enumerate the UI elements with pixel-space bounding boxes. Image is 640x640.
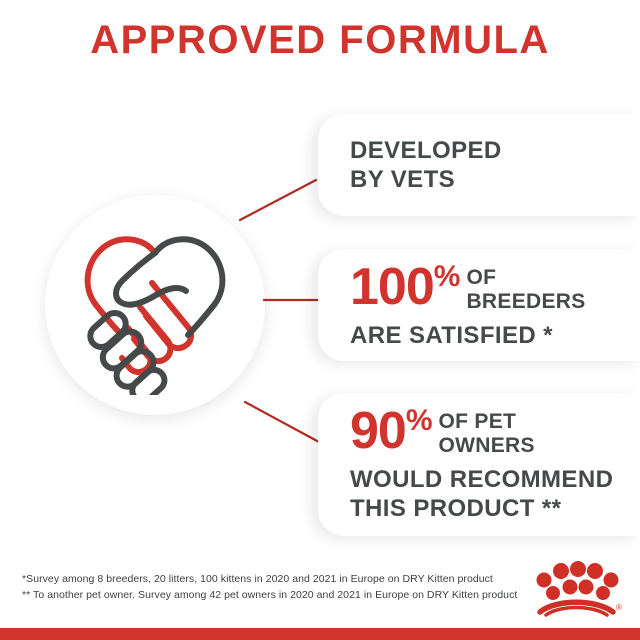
pet-owners-percent-value: 90 [350, 402, 407, 460]
breeders-percent-label: OF BREEDERS [466, 266, 585, 315]
developed-by-vets-line-2: BY VETS [350, 166, 456, 194]
footnotes: *Survey among 8 breeders, 20 litters, 10… [22, 572, 518, 604]
breeders-percent-row: 100 % OF BREEDERS [350, 258, 640, 316]
breeders-percent-symbol: % [433, 260, 461, 293]
footnote-1: *Survey among 8 breeders, 20 litters, 10… [22, 573, 493, 585]
pet-owners-label-line-2: OWNERS [438, 434, 535, 458]
breeders-satisfied-line: ARE SATISFIED * [350, 321, 553, 349]
icon-circle-background [45, 195, 265, 415]
breeders-label-line-1: OF [466, 266, 497, 289]
card-breeders-satisfied: 100 % OF BREEDERS ARE SATISFIED * [318, 249, 640, 361]
footnote-2: ** To another pet owner. Survey among 42… [22, 588, 518, 601]
connector-line-3 [243, 400, 321, 444]
connector-line-1 [238, 178, 318, 222]
card-developed-by-vets: DEVELOPED BY VETS [318, 114, 640, 216]
handshake-heart-icon [84, 236, 226, 395]
pet-owners-percent-label: OF PET OWNERS [439, 410, 535, 459]
pet-owners-label-line-1: OF PET [438, 410, 517, 433]
pet-owners-recommend-line-2: THIS PRODUCT ** [350, 494, 562, 522]
pet-owners-percent-row: 90 % OF PET OWNERS [350, 402, 640, 460]
connector-line-2 [262, 298, 320, 302]
bottom-accent-band [0, 628, 640, 640]
breeders-percent-value: 100 [350, 258, 435, 316]
pet-owners-percent-symbol: % [405, 404, 433, 437]
registered-mark: ® [616, 603, 622, 612]
royal-canin-crown-logo: ® [536, 561, 622, 617]
card-pet-owners-recommend: 90 % OF PET OWNERS WOULD RECOMMEND THIS … [318, 393, 640, 536]
breeders-label-line-2: BREEDERS [466, 290, 586, 314]
pet-owners-recommend-line-1: WOULD RECOMMEND [350, 465, 614, 493]
page-title: APPROVED FORMULA [90, 18, 550, 62]
developed-by-vets-line-1: DEVELOPED [350, 137, 502, 164]
